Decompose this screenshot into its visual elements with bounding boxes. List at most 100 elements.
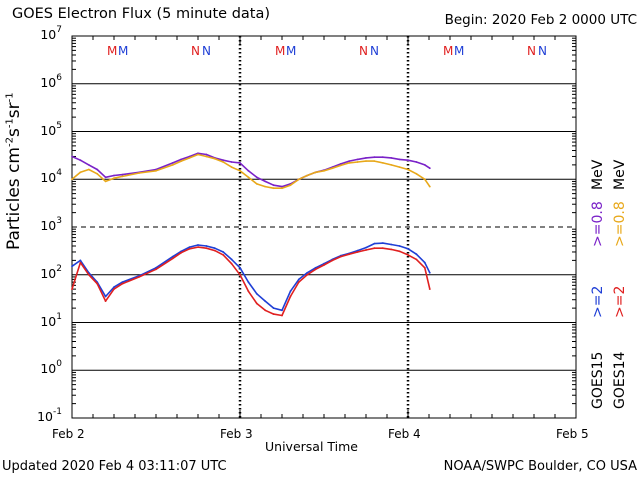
y-tick-label: 10-1 [37, 407, 62, 425]
series-point [381, 247, 384, 250]
series-point [423, 164, 426, 166]
legend-goes14-08mev: >=0.8 [612, 201, 628, 247]
series-point [255, 302, 258, 305]
series-point [264, 185, 267, 188]
series-point [264, 309, 267, 312]
series-point [297, 278, 300, 281]
marker-n-goes14: N [359, 44, 368, 58]
series-point [415, 258, 418, 261]
begin-date-label: Begin: 2020 Feb 2 0000 UTC [444, 12, 637, 28]
series-point [255, 183, 258, 185]
series-point [390, 243, 393, 246]
series-point [96, 282, 99, 285]
series-point [213, 157, 216, 160]
series-point [365, 246, 367, 249]
series-point [415, 161, 418, 163]
series-point [407, 159, 409, 162]
series-point [281, 185, 283, 188]
series-point [79, 261, 82, 264]
series-point [138, 172, 141, 174]
x-tick-label: Feb 2 [52, 427, 85, 441]
series-point [373, 247, 376, 250]
series-point [222, 159, 225, 162]
marker-m-goes14: M [275, 44, 285, 58]
legend-mev-unit-b: MeV [612, 159, 628, 190]
series-point [155, 169, 157, 172]
series-point [407, 168, 409, 171]
series-point [230, 166, 233, 169]
series-point [255, 292, 258, 295]
series-point [428, 185, 431, 188]
series-point [222, 251, 225, 253]
series-point [365, 157, 367, 159]
legend-goes15-08mev: >=0.8 [590, 201, 606, 247]
series-point [247, 169, 250, 172]
marker-m-goes14: M [107, 44, 117, 58]
series-point [197, 153, 199, 156]
series-point [272, 313, 275, 315]
series-point [272, 184, 275, 187]
series-point [79, 159, 82, 162]
series-point [381, 156, 384, 159]
series-point [331, 167, 334, 170]
series-point [297, 281, 300, 283]
series-point [323, 264, 325, 266]
series-point [281, 187, 283, 190]
y-tick-label: 103 [40, 216, 62, 234]
series-point [197, 246, 199, 249]
series-point [339, 163, 342, 165]
series-line-0 [71, 152, 431, 188]
series-line-1 [71, 153, 431, 189]
series-point [230, 258, 233, 261]
marker-m-goes15: M [118, 44, 128, 58]
updated-timestamp: Updated 2020 Feb 4 03:11:07 UTC [2, 459, 227, 474]
series-point [104, 180, 107, 183]
series-point [138, 276, 141, 278]
series-point [423, 261, 426, 264]
series-point [171, 257, 174, 260]
legend-goes15-2mev: >=2 [590, 285, 606, 318]
series-point [289, 295, 292, 298]
series-point [390, 157, 393, 159]
series-point [121, 281, 124, 283]
series-point [264, 180, 267, 183]
series-point [79, 259, 82, 262]
series-point [415, 172, 418, 175]
series-point [272, 307, 275, 309]
series-point [247, 290, 250, 293]
series-point [356, 251, 359, 253]
series-point [180, 251, 183, 254]
series-point [171, 162, 174, 164]
series-point [71, 155, 73, 158]
legend-goes15-label: GOES15 [590, 351, 606, 409]
series-point [289, 290, 292, 293]
series-point [222, 254, 225, 256]
series-point [428, 288, 431, 290]
series-point [365, 249, 367, 251]
series-point [356, 158, 359, 161]
series-point [314, 268, 317, 271]
series-point [155, 268, 157, 271]
series-point [188, 247, 191, 250]
series-point [339, 255, 342, 258]
x-tick-label: Feb 5 [556, 427, 589, 441]
series-point [113, 286, 115, 288]
series-point [323, 169, 325, 172]
series-point [113, 177, 115, 180]
series-point [381, 242, 384, 245]
series-point [407, 254, 409, 256]
series-point [373, 156, 376, 159]
series-point [306, 271, 309, 274]
series-point [398, 245, 401, 247]
series-point [314, 171, 317, 174]
series-point [188, 246, 191, 249]
series-point [348, 253, 351, 256]
series-point [239, 273, 241, 276]
x-tick-label: Feb 3 [220, 427, 253, 441]
y-tick-label: 102 [40, 263, 62, 281]
series-point [255, 176, 258, 179]
series-point [230, 262, 233, 265]
series-point [222, 161, 225, 163]
legend-goes14-label: GOES14 [612, 351, 628, 409]
series-point [213, 247, 216, 250]
